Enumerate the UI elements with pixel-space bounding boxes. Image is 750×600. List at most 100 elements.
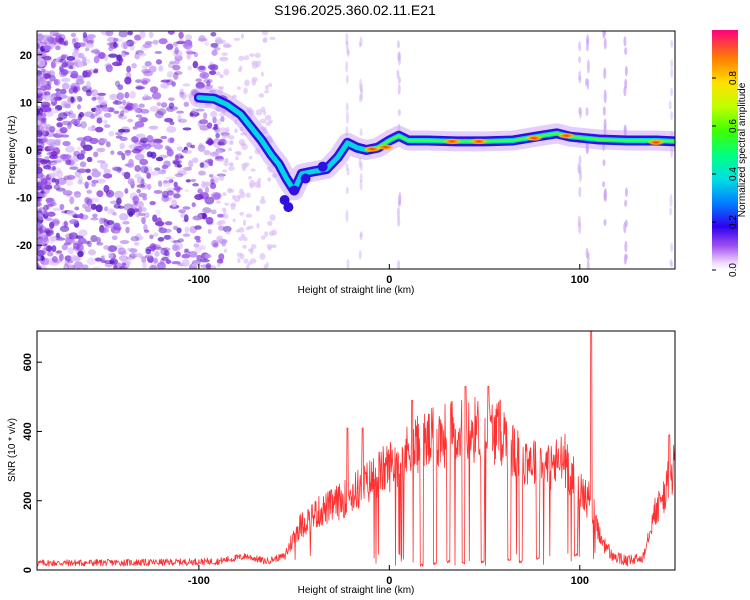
noise-speckle — [42, 34, 53, 38]
noise-speckle — [113, 222, 121, 228]
noise-speckle — [103, 206, 109, 212]
noise-speckle — [91, 96, 97, 101]
noise-speckle — [37, 59, 46, 68]
noise-speckle — [243, 258, 249, 264]
streak-speckle — [603, 118, 607, 130]
noise-speckle — [216, 158, 227, 162]
noise-speckle — [64, 255, 72, 262]
noise-speckle — [209, 151, 219, 157]
noise-speckle — [52, 97, 63, 101]
noise-speckle — [37, 138, 44, 143]
noise-speckle — [176, 164, 183, 168]
noise-speckle — [215, 200, 221, 204]
noise-speckle — [66, 210, 76, 216]
noise-speckle — [49, 141, 57, 147]
noise-speckle — [206, 79, 211, 87]
noise-speckle — [143, 70, 154, 77]
noise-speckle — [92, 266, 102, 269]
spec-ytick-label: 20 — [20, 50, 32, 62]
noise-speckle — [37, 32, 43, 36]
noise-speckle — [271, 229, 278, 236]
streak-speckle — [670, 39, 674, 48]
noise-speckle — [264, 231, 269, 238]
noise-speckle — [248, 175, 252, 180]
snr-xlabel: Height of straight line (km) — [298, 585, 415, 596]
noise-speckle — [191, 157, 199, 164]
noise-speckle — [154, 110, 164, 119]
noise-speckle — [53, 40, 63, 45]
noise-speckle — [92, 70, 99, 74]
noise-speckle — [117, 151, 124, 156]
noise-speckle — [40, 255, 45, 261]
noise-speckle — [255, 63, 261, 68]
noise-speckle — [63, 220, 68, 226]
noise-speckle — [132, 126, 138, 130]
noise-speckle — [51, 256, 58, 263]
noise-speckle — [104, 124, 111, 128]
streak-speckle — [358, 156, 362, 168]
noise-speckle — [149, 264, 158, 269]
noise-speckle — [172, 49, 183, 57]
noise-speckle — [182, 83, 191, 87]
noise-speckle — [58, 253, 64, 262]
noise-speckle — [56, 250, 63, 254]
noise-speckle — [264, 114, 272, 121]
noise-speckle — [43, 91, 51, 96]
streak-speckle — [396, 40, 400, 49]
noise-speckle — [165, 259, 172, 264]
noise-speckle — [129, 248, 138, 254]
streak-speckle — [345, 111, 349, 124]
noise-speckle — [70, 32, 77, 38]
noise-speckle — [124, 188, 129, 194]
noise-speckle — [182, 127, 192, 131]
ridge-hotspot — [525, 135, 544, 142]
noise-speckle — [146, 172, 152, 179]
snr-ytick-label: 0 — [22, 567, 34, 573]
noise-speckle — [105, 64, 113, 73]
noise-speckle — [267, 177, 272, 182]
noise-speckle — [37, 51, 44, 55]
noise-speckle — [68, 65, 74, 70]
noise-speckle — [61, 244, 68, 251]
noise-speckle — [95, 204, 103, 213]
noise-speckle — [221, 52, 228, 56]
streak-speckle — [397, 109, 401, 116]
noise-speckle — [262, 31, 269, 36]
noise-speckle — [117, 84, 124, 91]
noise-speckle — [197, 188, 203, 194]
noise-speckle — [46, 197, 56, 206]
noise-speckle — [164, 221, 173, 226]
noise-speckle — [98, 137, 108, 144]
streak-speckle — [398, 194, 402, 206]
ridge-hotspot — [469, 138, 488, 145]
noise-speckle — [78, 52, 85, 59]
noise-speckle — [45, 245, 53, 252]
noise-speckle — [216, 146, 220, 154]
noise-speckle — [94, 108, 102, 115]
noise-speckle — [238, 55, 245, 61]
noise-speckle — [142, 261, 147, 269]
streak-speckle — [578, 56, 582, 64]
noise-speckle — [69, 196, 75, 205]
noise-speckle — [68, 87, 74, 94]
noise-speckle — [45, 217, 53, 222]
spec-xtick-label: -100 — [188, 274, 210, 286]
noise-speckle — [37, 92, 44, 97]
noise-speckle — [198, 213, 203, 220]
noise-speckle — [38, 215, 44, 220]
noise-speckle — [103, 184, 110, 193]
noise-speckle — [173, 181, 178, 188]
noise-speckle — [204, 41, 210, 47]
streak-speckle — [360, 88, 364, 101]
noise-speckle — [44, 84, 51, 90]
noise-speckle — [168, 97, 175, 102]
noise-speckle — [138, 116, 148, 123]
streak-speckle — [623, 254, 627, 265]
noise-speckle — [84, 181, 89, 189]
noise-speckle — [140, 165, 149, 174]
noise-speckle — [38, 207, 45, 211]
noise-speckle — [72, 243, 81, 250]
noise-speckle — [106, 220, 115, 225]
noise-speckle — [55, 232, 61, 238]
noise-speckle — [37, 160, 41, 167]
